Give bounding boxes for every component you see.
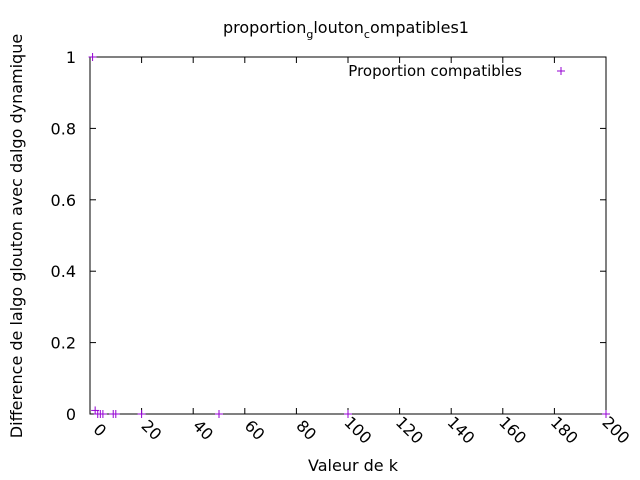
data-points: [88, 53, 610, 418]
x-tick-label: 40: [189, 416, 217, 444]
tick-labels: 0 20 40 60 80 100 120 140 160 180 200 0 0.2 0.4 0.6 0.8…: [51, 48, 634, 448]
chart-title: proportiongloutoncompatibles1: [223, 18, 469, 41]
y-tick-label: 0.4: [51, 262, 76, 281]
legend: Proportion compatibles: [348, 62, 565, 80]
title-part-4: c: [364, 28, 370, 41]
y-axis-title: Difference de lalgo glouton avec dalgo d…: [7, 34, 26, 438]
title-part-3: louton: [313, 18, 364, 37]
data-point: [98, 410, 107, 418]
legend-marker: [557, 67, 565, 75]
y-tick-label: 0.2: [51, 334, 76, 353]
y-tick-label: 0.6: [51, 191, 76, 210]
x-tick-label: 60: [241, 416, 269, 444]
x-tick-label: 160: [495, 413, 530, 448]
y-tick-label: 0: [66, 405, 76, 424]
x-tick-label: 140: [444, 413, 479, 448]
data-point: [344, 410, 352, 418]
axis-ticks: [89, 56, 607, 415]
x-tick-label: 200: [598, 413, 633, 448]
data-point: [215, 410, 223, 418]
x-tick-label: 80: [292, 416, 320, 444]
title-part-5: ompatibles1: [370, 18, 469, 37]
x-tick-label: 180: [547, 413, 582, 448]
x-tick-label: 0: [90, 420, 111, 441]
title-part-1: proportion: [223, 18, 306, 37]
x-tick-label: 120: [392, 413, 427, 448]
data-point: [88, 53, 97, 61]
data-point: [111, 410, 120, 418]
y-tick-label: 1: [66, 48, 76, 67]
x-tick-label: 100: [340, 413, 375, 448]
x-axis-title: Valeur de k: [308, 456, 399, 475]
data-point: [137, 410, 146, 418]
plot-frame: [89, 56, 607, 415]
legend-label: Proportion compatibles: [348, 62, 522, 80]
legend-marker-plus: [557, 67, 565, 75]
x-tick-label: 20: [138, 416, 166, 444]
title-part-2: g: [306, 28, 313, 41]
data-point: [602, 410, 610, 418]
y-tick-label: 0.8: [51, 119, 76, 138]
